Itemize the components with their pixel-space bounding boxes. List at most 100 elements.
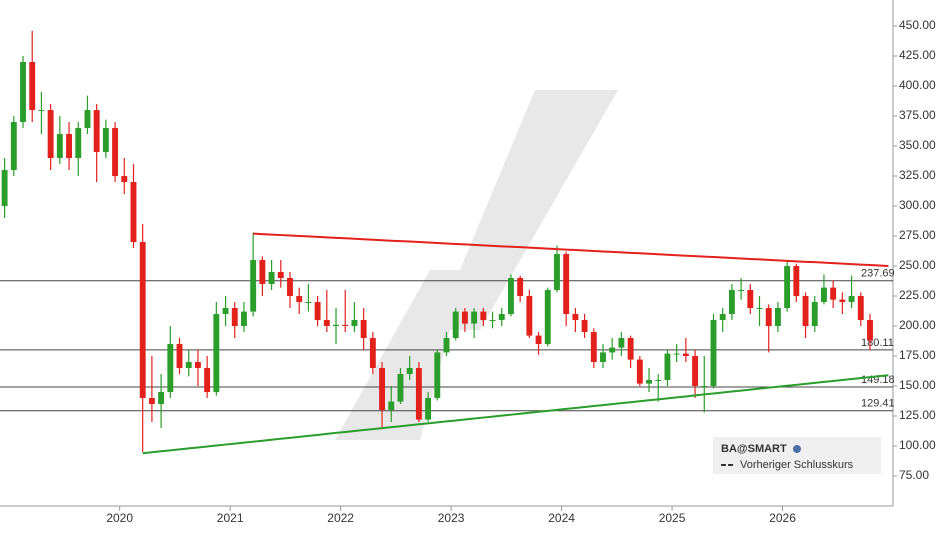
candle-body	[29, 62, 36, 111]
level-label: 129.41	[861, 398, 895, 410]
candle-body	[259, 260, 266, 285]
y-tick-label: 450.00	[899, 18, 936, 32]
candle-body	[581, 320, 588, 333]
candle-body	[148, 398, 155, 405]
y-tick-label: 125.00	[899, 408, 936, 422]
candle-body	[747, 290, 754, 309]
legend-title: BA@SMART	[721, 443, 787, 455]
candle-body	[379, 368, 386, 411]
candle-body	[351, 320, 358, 327]
candle-body	[425, 398, 432, 420]
candle-body	[636, 359, 643, 384]
candle-body	[415, 368, 422, 420]
candle-body	[397, 374, 404, 402]
candle-body	[323, 320, 330, 327]
candle-body	[811, 302, 818, 327]
candle-body	[590, 332, 597, 363]
candle-body	[692, 356, 699, 387]
candle-body	[830, 287, 837, 300]
candle-body	[600, 352, 606, 363]
y-tick-label: 150.00	[899, 378, 936, 392]
y-tick-label: 175.00	[899, 348, 936, 362]
candle-body	[728, 290, 735, 315]
candle-body	[176, 344, 183, 369]
candle-body	[489, 320, 496, 322]
candle-body	[222, 308, 229, 315]
y-tick-label: 200.00	[899, 318, 936, 332]
candle-body	[664, 353, 671, 381]
candle-body	[93, 110, 100, 153]
candle-body	[388, 401, 395, 411]
candle-body	[314, 302, 321, 321]
candle-body	[738, 290, 745, 292]
candle-body	[406, 368, 413, 375]
candle-body	[268, 272, 275, 285]
legend-icon	[793, 445, 801, 453]
x-tick-label: 2026	[769, 511, 796, 525]
x-tick-label: 2020	[106, 511, 133, 525]
candle-body	[554, 254, 560, 291]
candle-body	[646, 380, 652, 384]
trend-line	[253, 232, 889, 268]
candle-body	[821, 287, 827, 303]
y-tick-label: 400.00	[899, 78, 936, 92]
candle-body	[434, 352, 441, 399]
x-tick-label: 2025	[659, 511, 686, 525]
candle-body	[480, 311, 487, 321]
candle-body	[563, 254, 570, 315]
candle-body	[526, 296, 533, 336]
candle-body	[461, 311, 468, 324]
y-tick-label: 225.00	[899, 288, 936, 302]
y-tick-label: 250.00	[899, 258, 936, 272]
plot: 75.00 100.00 125.00 150.00 175.00 200.00 225.0…	[0, 0, 936, 525]
candle-body	[618, 338, 625, 348]
watermark	[335, 90, 618, 440]
candle-body	[673, 353, 680, 355]
candle-body	[535, 335, 542, 345]
candle-body	[682, 353, 689, 357]
candle-body	[10, 122, 17, 171]
candle-body	[784, 266, 791, 309]
y-tick-label: 350.00	[899, 138, 936, 152]
trend-line	[142, 374, 889, 455]
candle-body	[517, 278, 524, 297]
candle-body	[802, 296, 809, 327]
x-tick-label: 2021	[217, 511, 244, 525]
y-tick-label: 100.00	[899, 438, 936, 452]
candle-body	[305, 302, 312, 304]
y-tick-label: 325.00	[899, 168, 936, 182]
candle-body	[627, 338, 634, 360]
candle-body	[342, 324, 349, 327]
candle-body	[572, 314, 579, 321]
candle-body	[66, 134, 72, 159]
x-tick-label: 2022	[327, 511, 354, 525]
candle-body	[701, 386, 708, 388]
candle-body	[719, 314, 726, 321]
y-tick-label: 300.00	[899, 198, 936, 212]
candle-body	[231, 308, 238, 327]
level-label: 237.69	[861, 268, 895, 280]
candle-body	[84, 110, 91, 129]
candle-body	[369, 338, 376, 369]
legend-box	[713, 437, 881, 474]
candle-body	[710, 320, 717, 387]
candle-body	[507, 278, 514, 315]
candle-body	[793, 266, 800, 297]
x-tick-label: 2023	[438, 511, 465, 525]
candle-body	[287, 278, 293, 297]
candle-body	[167, 344, 174, 393]
candle-body	[848, 296, 855, 303]
candle-body	[333, 324, 339, 327]
candle-body	[102, 128, 109, 153]
candle-body	[774, 308, 781, 327]
y-tick-label: 375.00	[899, 108, 936, 122]
candle-body	[130, 182, 137, 243]
x-tick-label: 2024	[548, 511, 575, 525]
candle-body	[443, 338, 450, 353]
candle-body	[471, 311, 478, 324]
candle-body	[241, 311, 247, 327]
candle-body	[867, 320, 873, 341]
candle-body	[360, 320, 367, 339]
y-tick-label: 75.00	[899, 468, 929, 482]
